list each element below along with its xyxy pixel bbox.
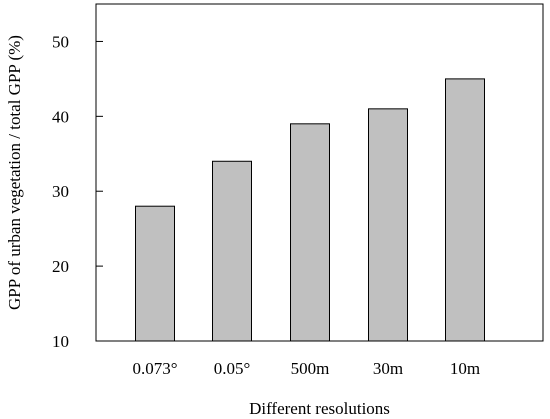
bar-0: [135, 205, 175, 342]
bar-3: [368, 108, 408, 342]
bar-1: [212, 160, 252, 342]
plot-frame: [95, 3, 544, 342]
y-tick-label: 40: [52, 107, 69, 126]
y-axis-ticks: 10 20 30 40 50: [52, 32, 103, 351]
x-tick-label: 0.05°: [214, 359, 251, 378]
x-tick-label: 0.073°: [132, 359, 177, 378]
x-tick-label: 10m: [450, 359, 480, 378]
bars: [135, 78, 485, 342]
bar-4: [445, 78, 485, 342]
y-tick-label: 30: [52, 182, 69, 201]
x-tick-label: 500m: [291, 359, 330, 378]
y-tick-label: 20: [52, 257, 69, 276]
y-tick-label: 10: [52, 332, 69, 351]
x-tick-label: 30m: [373, 359, 403, 378]
y-tick-label: 50: [52, 32, 69, 51]
x-axis-title: Different resolutions: [249, 399, 390, 418]
bar-2: [290, 123, 330, 342]
y-axis-title: GPP of urban vegetation / total GPP (%): [5, 35, 24, 310]
x-axis-ticks: 0.073° 0.05° 500m 30m 10m: [132, 359, 480, 378]
